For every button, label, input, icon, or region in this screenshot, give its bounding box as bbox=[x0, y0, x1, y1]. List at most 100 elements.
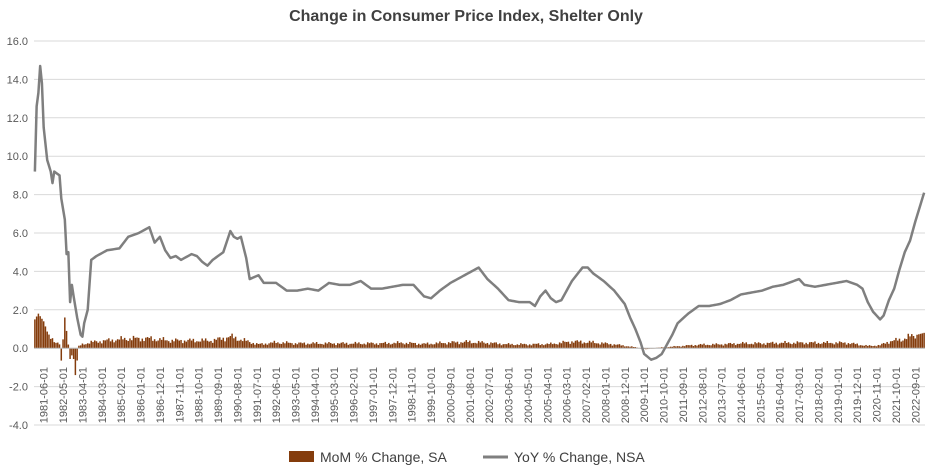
mom-bar bbox=[754, 342, 756, 349]
y-tick-label: 16.0 bbox=[7, 36, 28, 48]
x-tick-label: 1984-03-01 bbox=[97, 367, 109, 423]
mom-bar bbox=[599, 344, 601, 349]
mom-bar bbox=[238, 340, 240, 349]
x-tick-label: 2005-04-01 bbox=[542, 367, 554, 423]
mom-bar bbox=[229, 336, 232, 349]
mom-bar bbox=[784, 340, 786, 349]
mom-bar bbox=[490, 342, 492, 349]
mom-bar bbox=[266, 344, 269, 349]
mom-bar bbox=[338, 343, 341, 349]
x-tick-label: 1992-06-01 bbox=[271, 367, 283, 423]
mom-bar bbox=[303, 342, 306, 349]
mom-bar bbox=[243, 338, 246, 349]
mom-bar bbox=[329, 342, 332, 349]
mom-bar bbox=[854, 344, 857, 349]
mom-bar bbox=[615, 344, 617, 349]
mom-bar bbox=[388, 342, 390, 349]
mom-bar bbox=[845, 344, 848, 349]
mom-bar bbox=[756, 343, 758, 349]
mom-bar bbox=[166, 340, 168, 349]
mom-bar bbox=[215, 339, 217, 349]
mom-bar bbox=[150, 336, 152, 349]
mom-bar bbox=[358, 342, 360, 349]
mom-bar bbox=[275, 343, 277, 349]
mom-bar bbox=[152, 340, 154, 349]
mom-bar bbox=[553, 343, 556, 349]
mom-bar bbox=[837, 343, 839, 349]
mom-bar bbox=[537, 343, 540, 349]
mom-bar bbox=[627, 346, 630, 349]
mom-bar bbox=[95, 341, 98, 349]
mom-bar bbox=[919, 333, 922, 349]
mom-bar bbox=[465, 340, 468, 349]
mom-bar bbox=[847, 343, 850, 349]
mom-bar bbox=[247, 340, 249, 349]
legend-swatch-mom bbox=[289, 451, 314, 462]
mom-bar bbox=[803, 344, 806, 349]
mom-bar bbox=[516, 344, 519, 349]
mom-bar bbox=[587, 342, 589, 349]
mom-bar bbox=[810, 341, 813, 349]
x-tick-label: 2014-06-01 bbox=[736, 367, 748, 423]
mom-bar bbox=[493, 342, 496, 349]
mom-bar bbox=[284, 343, 286, 349]
mom-bar bbox=[849, 344, 851, 349]
mom-bar bbox=[479, 342, 482, 349]
mom-bar bbox=[726, 344, 728, 349]
mom-bar bbox=[178, 340, 181, 349]
x-tick-label: 1989-09-01 bbox=[213, 367, 225, 423]
mom-bar bbox=[102, 340, 105, 349]
mom-bar bbox=[72, 348, 75, 360]
mom-bar bbox=[180, 339, 182, 349]
mom-bar bbox=[384, 341, 387, 349]
mom-bar bbox=[835, 342, 837, 349]
mom-bar bbox=[504, 344, 506, 349]
x-tick-label: 2007-02-01 bbox=[581, 367, 593, 423]
mom-bar bbox=[296, 344, 298, 349]
mom-bar bbox=[766, 342, 769, 349]
mom-bar bbox=[896, 340, 899, 349]
mom-bar bbox=[905, 339, 908, 349]
x-tick-label: 2001-08-01 bbox=[465, 367, 477, 423]
mom-bar bbox=[743, 343, 746, 349]
mom-bar bbox=[248, 342, 251, 349]
mom-bar bbox=[476, 343, 478, 349]
mom-bar bbox=[393, 342, 395, 349]
mom-bar bbox=[879, 345, 881, 349]
mom-bar bbox=[844, 342, 846, 349]
mom-bar bbox=[747, 344, 749, 349]
mom-bar bbox=[699, 343, 702, 349]
mom-bar bbox=[742, 341, 744, 349]
mom-bar bbox=[278, 343, 281, 349]
mom-bar bbox=[106, 339, 108, 349]
x-tick-label: 2016-04-01 bbox=[775, 367, 787, 423]
mom-bar bbox=[794, 343, 797, 349]
x-tick-label: 1991-07-01 bbox=[252, 367, 264, 423]
mom-bar bbox=[481, 341, 483, 349]
mom-bar bbox=[782, 342, 784, 349]
mom-bar bbox=[506, 344, 508, 349]
mom-bar bbox=[141, 338, 144, 349]
mom-bar bbox=[914, 338, 917, 349]
y-axis-ticks: -4.0 -2.0 0.0 2.0 4.0 6.0 8.0 10.0 12.0 14.0 16.0 bbox=[7, 36, 28, 432]
mom-bar bbox=[812, 342, 814, 349]
mom-bar bbox=[872, 346, 874, 349]
mom-bar bbox=[444, 343, 446, 349]
mom-bar bbox=[333, 343, 335, 349]
mom-bar bbox=[685, 345, 688, 349]
mom-bar bbox=[532, 343, 534, 349]
mom-bar bbox=[787, 342, 790, 349]
mom-bar bbox=[611, 345, 614, 349]
y-tick-label: 14.0 bbox=[7, 74, 28, 86]
mom-bar bbox=[183, 340, 186, 349]
mom-bar bbox=[629, 346, 631, 349]
mom-bar bbox=[396, 341, 399, 349]
mom-bar bbox=[717, 344, 719, 349]
mom-bar bbox=[793, 342, 795, 349]
mom-bar bbox=[337, 343, 339, 349]
mom-bar bbox=[261, 343, 263, 349]
x-tick-label: 2008-01-01 bbox=[600, 367, 612, 423]
mom-bar bbox=[78, 345, 80, 349]
mom-bar bbox=[752, 344, 755, 349]
mom-bar bbox=[520, 343, 522, 349]
